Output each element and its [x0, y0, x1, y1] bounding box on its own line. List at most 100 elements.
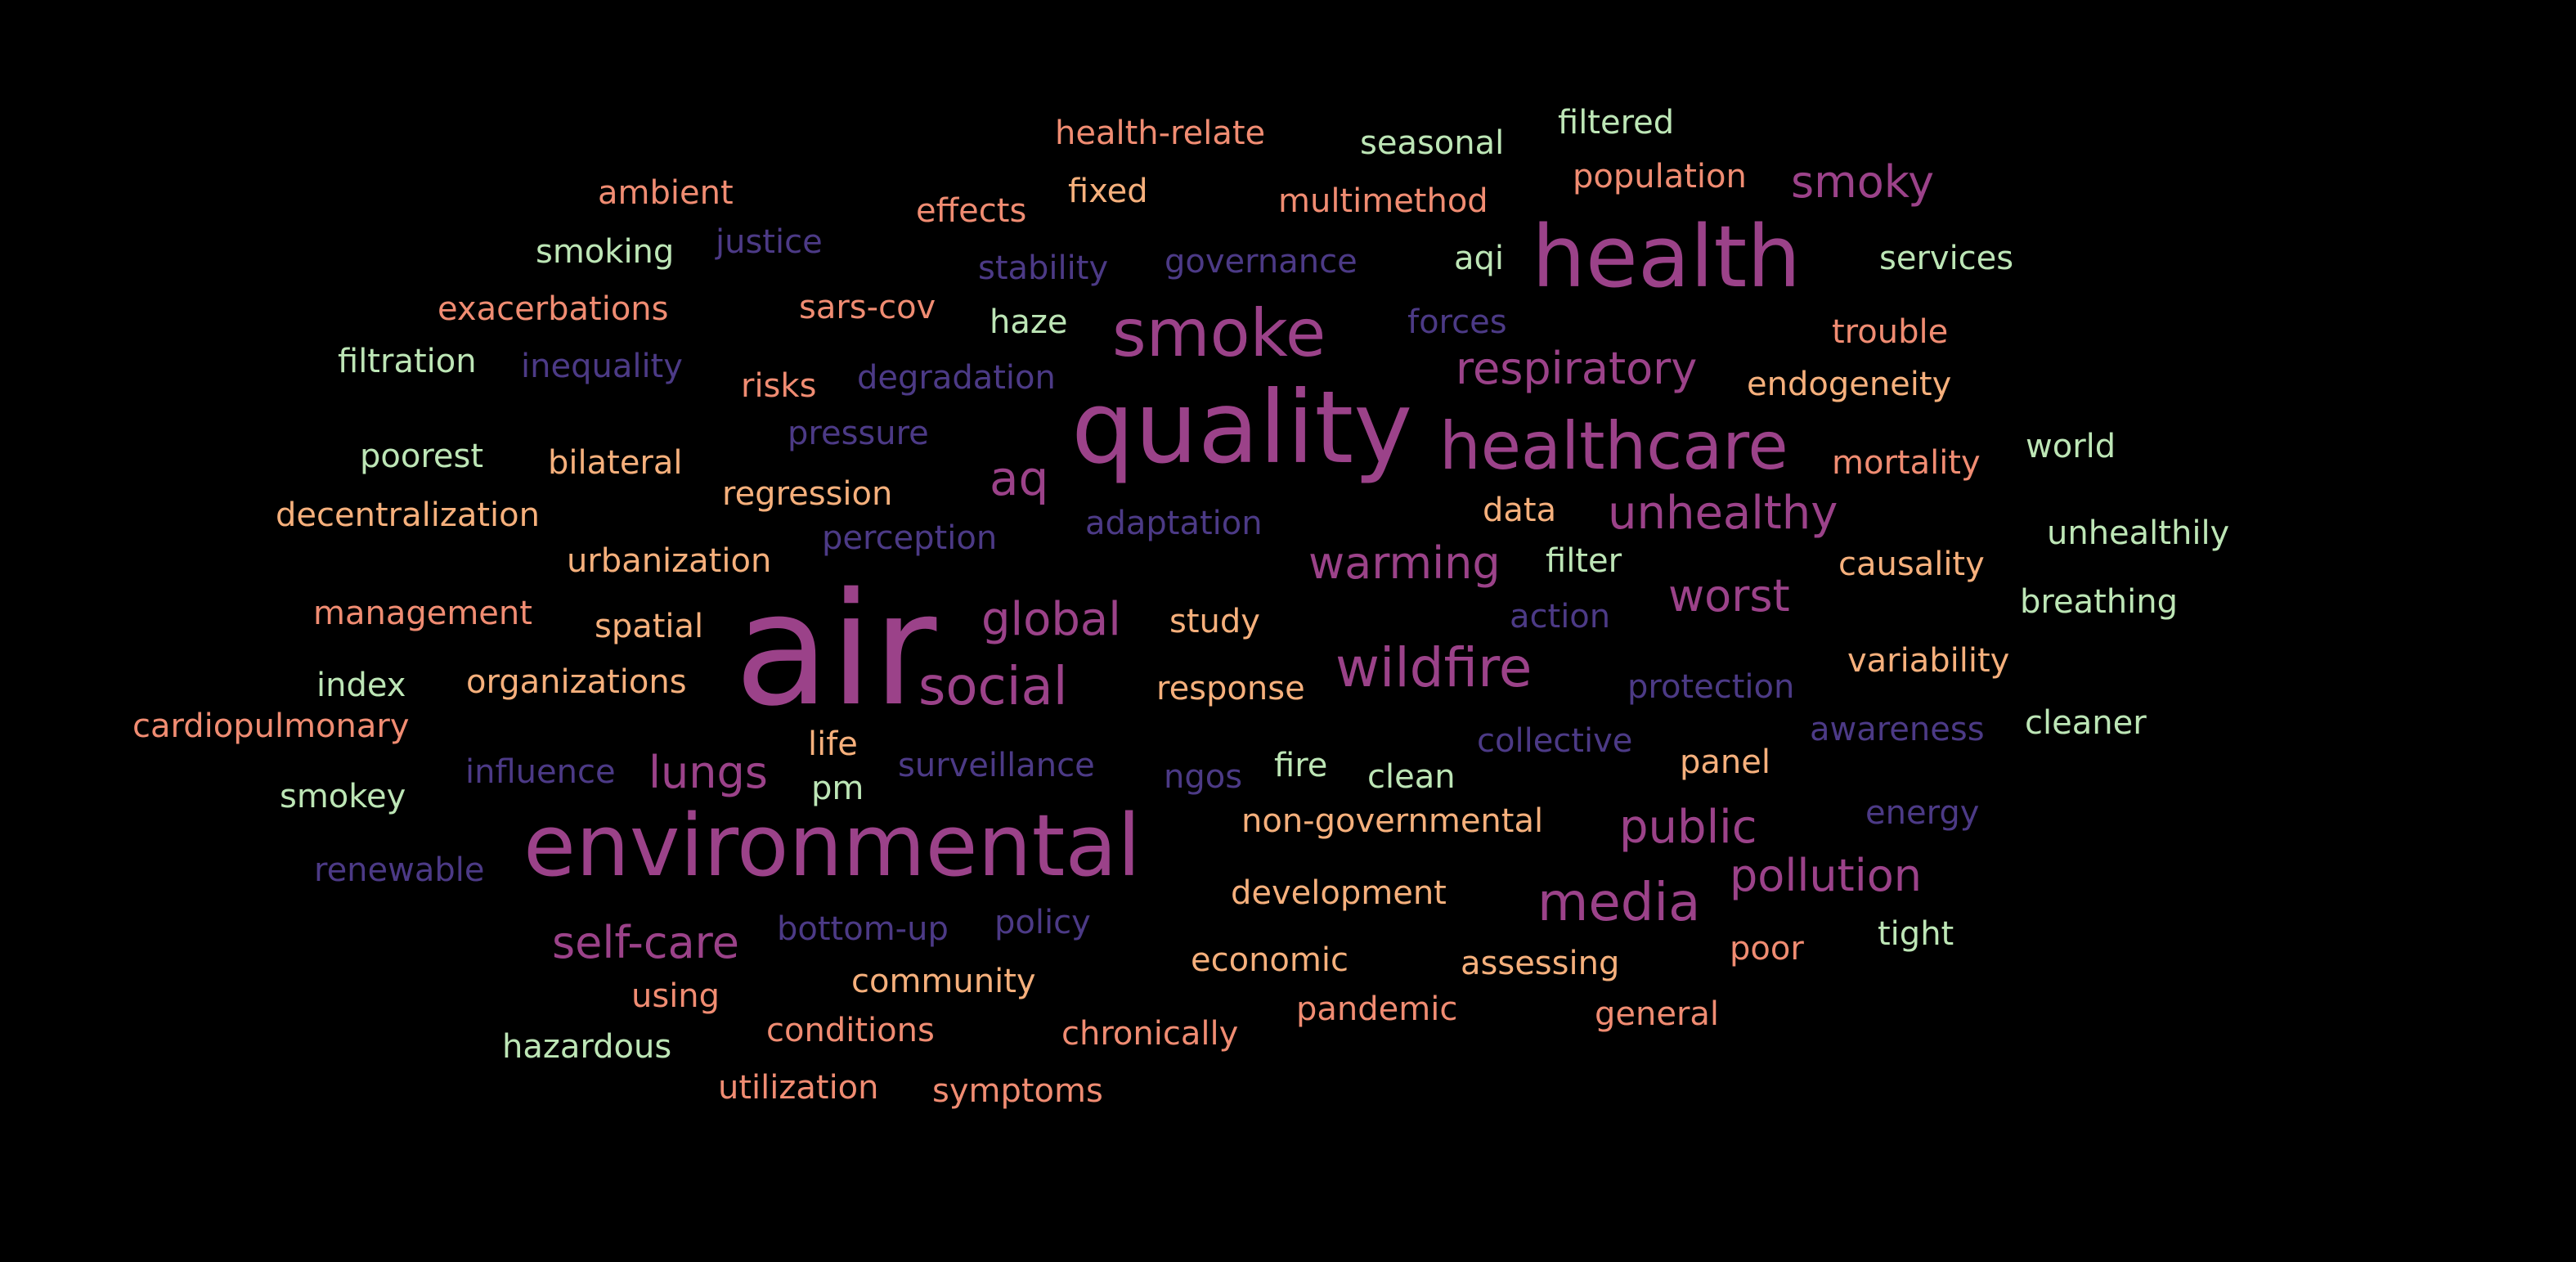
word-non-governmental: non-governmental: [1241, 802, 1544, 840]
word-surveillance: surveillance: [898, 747, 1095, 784]
word-unhealthy: unhealthy: [1608, 487, 1838, 540]
word-adaptation: adaptation: [1085, 505, 1263, 542]
word-conditions: conditions: [766, 1012, 935, 1049]
word-services: services: [1879, 240, 2014, 277]
word-degradation: degradation: [857, 359, 1056, 397]
word-using: using: [631, 977, 720, 1015]
word-effects: effects: [916, 192, 1027, 230]
word-economic: economic: [1191, 941, 1349, 979]
word-development: development: [1231, 874, 1447, 912]
word-population: population: [1573, 158, 1747, 195]
word-wildfire: wildfire: [1335, 636, 1533, 699]
word-pressure: pressure: [788, 415, 929, 452]
word-utilization: utilization: [718, 1069, 879, 1107]
word-risks: risks: [741, 367, 817, 405]
word-aqi: aqi: [1454, 240, 1505, 277]
word-health-relate: health-relate: [1055, 115, 1266, 152]
word-energy: energy: [1865, 794, 1980, 832]
word-causality: causality: [1838, 546, 1985, 583]
word-world: world: [2026, 428, 2116, 465]
word-respiratory: respiratory: [1456, 343, 1698, 394]
word-forces: forces: [1407, 303, 1507, 341]
word-bottom-up: bottom-up: [777, 910, 949, 948]
word-tight: tight: [1878, 915, 1954, 953]
word-management: management: [313, 595, 532, 632]
word-poorest: poorest: [360, 438, 484, 475]
word-mortality: mortality: [1832, 444, 1981, 482]
word-urbanization: urbanization: [567, 542, 772, 580]
word-filtered: filtered: [1558, 104, 1675, 141]
word-justice: justice: [716, 223, 823, 261]
word-study: study: [1169, 603, 1260, 640]
word-action: action: [1510, 598, 1611, 635]
word-endogeneity: endogeneity: [1747, 366, 1952, 403]
word-chronically: chronically: [1061, 1015, 1239, 1053]
word-data: data: [1483, 492, 1557, 529]
word-protection: protection: [1627, 668, 1795, 706]
word-general: general: [1595, 995, 1720, 1033]
word-trouble: trouble: [1832, 313, 1949, 351]
word-awareness: awareness: [1810, 711, 1985, 748]
word-haze: haze: [990, 303, 1068, 341]
word-smoke: smoke: [1112, 295, 1326, 371]
word-social: social: [918, 657, 1068, 717]
word-spatial: spatial: [595, 608, 704, 645]
word-clean: clean: [1367, 758, 1456, 796]
word-hazardous: hazardous: [502, 1028, 672, 1066]
word-self-care: self-care: [552, 917, 739, 968]
word-assessing: assessing: [1461, 945, 1620, 982]
word-bilateral: bilateral: [548, 444, 683, 482]
word-variability: variability: [1847, 642, 2010, 680]
word-ngos: ngos: [1164, 758, 1243, 796]
word-collective: collective: [1477, 722, 1633, 760]
word-seasonal: seasonal: [1360, 124, 1505, 162]
word-index: index: [316, 667, 406, 704]
word-environmental: environmental: [523, 796, 1141, 896]
word-symptoms: symptoms: [932, 1072, 1103, 1110]
word-healthcare: healthcare: [1439, 408, 1788, 484]
word-organizations: organizations: [466, 663, 687, 701]
word-aq: aq: [990, 451, 1049, 506]
word-inequality: inequality: [521, 348, 683, 385]
word-community: community: [851, 963, 1036, 1000]
word-air: air: [734, 559, 937, 740]
word-stability: stability: [978, 249, 1109, 287]
word-policy: policy: [994, 904, 1091, 941]
word-panel: panel: [1680, 743, 1770, 781]
word-global: global: [981, 593, 1121, 646]
word-lungs: lungs: [648, 747, 768, 798]
word-cleaner: cleaner: [2025, 704, 2147, 742]
word-smokey: smokey: [280, 778, 406, 815]
word-multimethod: multimethod: [1278, 182, 1488, 220]
word-sars-cov: sars-cov: [799, 289, 936, 326]
word-poor: poor: [1730, 930, 1804, 968]
word-decentralization: decentralization: [276, 496, 540, 534]
word-worst: worst: [1668, 570, 1790, 622]
word-health: health: [1532, 207, 1802, 307]
word-regression: regression: [722, 475, 893, 513]
word-unhealthily: unhealthily: [2047, 514, 2230, 552]
word-response: response: [1156, 670, 1305, 707]
word-pm: pm: [811, 770, 864, 807]
word-fire: fire: [1274, 747, 1328, 784]
word-pollution: pollution: [1730, 850, 1922, 901]
word-exacerbations: exacerbations: [438, 290, 669, 328]
word-filtration: filtration: [338, 343, 477, 380]
word-influence: influence: [465, 753, 616, 791]
word-life: life: [808, 725, 858, 763]
word-breathing: breathing: [2020, 583, 2178, 621]
word-ambient: ambient: [598, 174, 734, 212]
word-pandemic: pandemic: [1296, 990, 1458, 1028]
word-warming: warming: [1308, 537, 1501, 589]
word-public: public: [1619, 801, 1757, 854]
word-renewable: renewable: [314, 851, 485, 889]
word-filter: filter: [1546, 542, 1622, 580]
word-quality: quality: [1071, 370, 1413, 486]
word-fixed: fixed: [1068, 173, 1148, 210]
word-media: media: [1537, 873, 1701, 933]
word-smoky: smoky: [1791, 156, 1935, 208]
word-perception: perception: [822, 519, 998, 557]
word-governance: governance: [1165, 243, 1358, 281]
word-smoking: smoking: [536, 233, 675, 271]
